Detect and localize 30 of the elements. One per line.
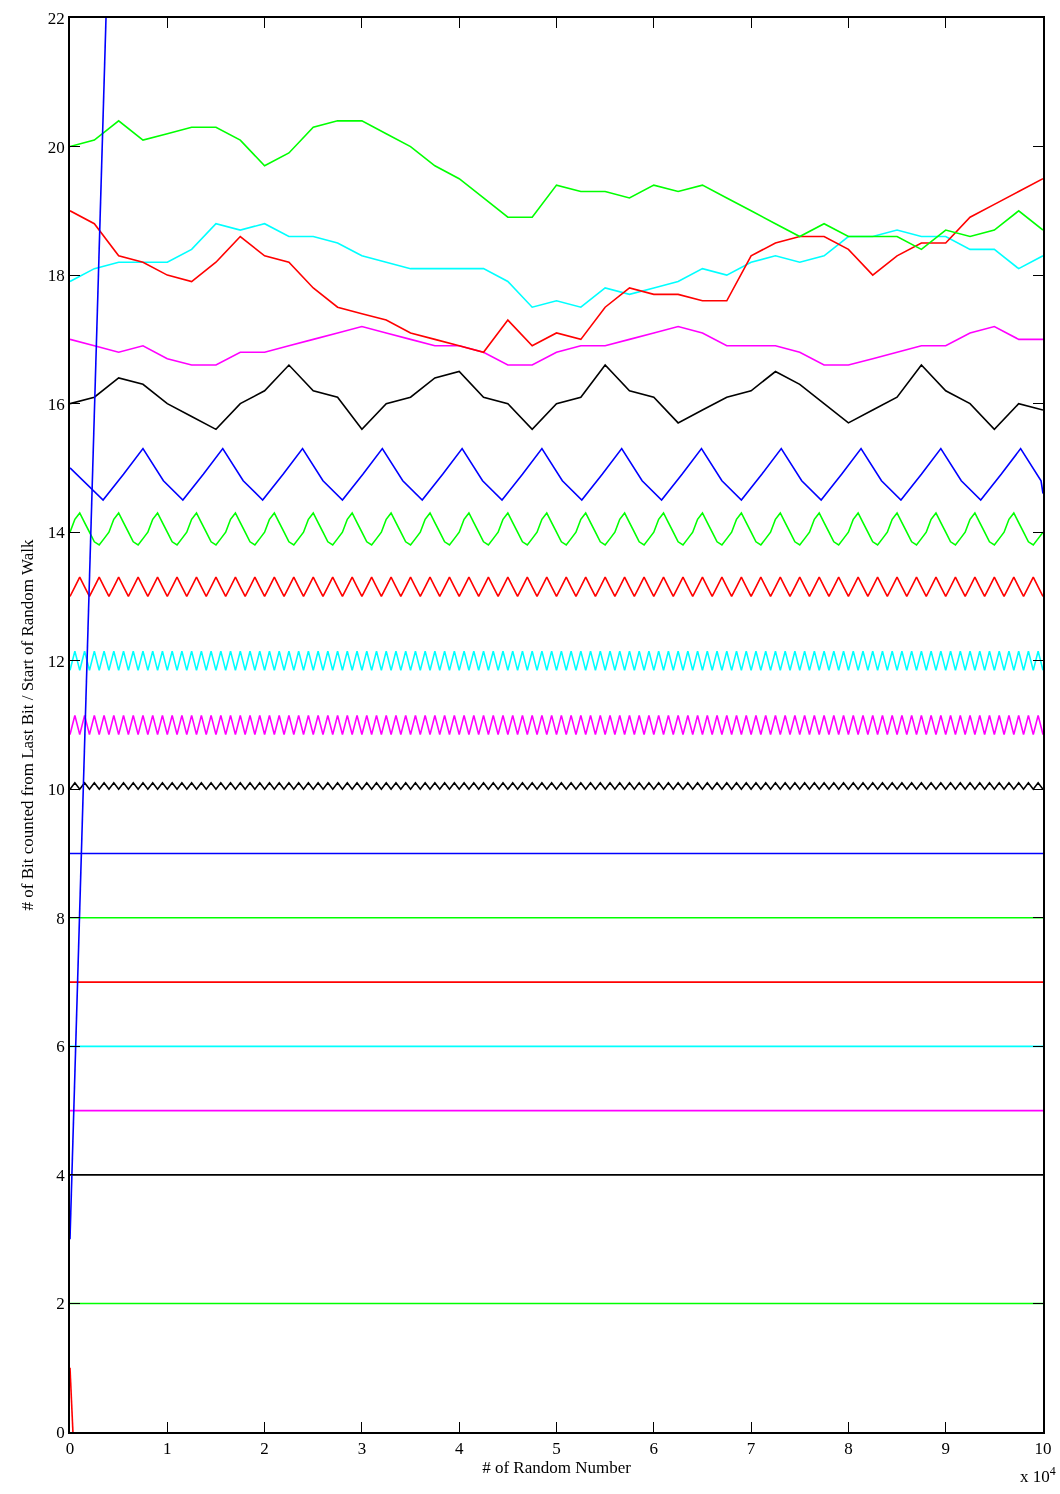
- x-tick-label: 4: [454, 1439, 464, 1459]
- line-series: [70, 325, 1043, 366]
- y-tick-label: 16: [47, 394, 65, 414]
- line-series: [70, 512, 1043, 546]
- x-tick-label: 10: [1034, 1439, 1052, 1459]
- x-tick-label: 9: [941, 1439, 950, 1459]
- line-series: [70, 177, 1043, 354]
- y-tick-label: 2: [56, 1294, 65, 1314]
- x-axis-title: # of Random Number: [482, 1458, 632, 1478]
- y-tick-label: 18: [47, 266, 65, 286]
- x-tick-label: 2: [260, 1439, 269, 1459]
- y-tick-label: 8: [56, 908, 65, 928]
- x-tick-label: 3: [357, 1439, 367, 1459]
- line-series: [70, 222, 1043, 309]
- x-tick-label: 5: [552, 1439, 561, 1459]
- y-tick-label: 10: [47, 780, 65, 800]
- text: x 10$^{4}$: [1020, 1464, 1056, 1487]
- y-tick-label: 0: [56, 1422, 65, 1442]
- x-tick-label: 8: [844, 1439, 853, 1459]
- x-tick-label: 6: [649, 1439, 659, 1459]
- y-tick-label: 22: [47, 8, 65, 28]
- y-tick-label: 6: [56, 1037, 65, 1057]
- y-axis-title: # of Bit counted from Last Bit / Start of Random Walk: [17, 539, 37, 911]
- x-tick-label: 1: [163, 1439, 172, 1459]
- y-tick-label: 4: [56, 1165, 66, 1185]
- y-tick-label: 20: [47, 137, 65, 157]
- y-tick-label: 14: [47, 523, 66, 543]
- x-tick-label: 7: [746, 1439, 756, 1459]
- y-tick-label: 12: [47, 651, 65, 671]
- line-series: [70, 120, 1043, 251]
